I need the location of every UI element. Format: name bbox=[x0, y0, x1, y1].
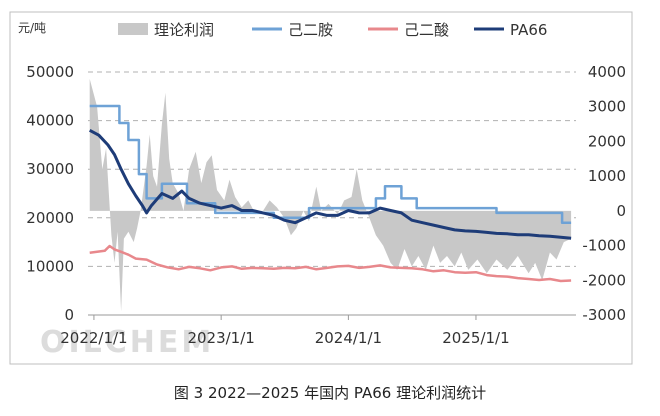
right-axis-tick-label: -2000 bbox=[582, 271, 626, 289]
chart-border bbox=[9, 11, 633, 365]
legend-label: 己二酸 bbox=[404, 21, 449, 39]
series-line-layer bbox=[88, 104, 572, 283]
x-axis-tick-label: 2023/1/1 bbox=[187, 329, 254, 347]
legend-entry: 己二胺 bbox=[252, 21, 333, 39]
legend: 理论利润 己二胺 己二酸 PA66 bbox=[118, 21, 547, 39]
x-axis-tick-label: 2024/1/1 bbox=[315, 329, 382, 347]
x-axis-tick-label: 2022/1/1 bbox=[60, 329, 127, 347]
legend-label: 理论利润 bbox=[154, 21, 214, 39]
left-axis-tick-label: 30000 bbox=[26, 160, 74, 178]
right-axis-tick-label: 4000 bbox=[588, 63, 626, 81]
profit-area-layer bbox=[89, 78, 572, 312]
left-axis-tick-label: 0 bbox=[64, 306, 74, 324]
series-area-profit bbox=[89, 78, 572, 312]
x-axis-tick-label: 2025/1/1 bbox=[442, 329, 509, 347]
right-axis-tick-label: 2000 bbox=[588, 132, 626, 150]
right-axis-tick-label: 3000 bbox=[588, 98, 626, 116]
series-line-2 bbox=[89, 244, 572, 283]
watermark: OILCHEM bbox=[40, 325, 214, 360]
axis-layer: 01000020000300004000050000-3000-2000-100… bbox=[26, 63, 626, 347]
legend-entry: 理论利润 bbox=[118, 21, 214, 39]
legend-entry: 己二酸 bbox=[368, 21, 449, 39]
left-axis-tick-label: 40000 bbox=[26, 112, 74, 130]
right-axis-tick-label: -3000 bbox=[582, 306, 626, 324]
left-axis-tick-label: 20000 bbox=[26, 209, 74, 227]
legend-swatch bbox=[118, 23, 148, 35]
left-axis-unit: 元/吨 bbox=[18, 21, 46, 35]
legend-entry: PA66 bbox=[474, 21, 547, 39]
series-line-3 bbox=[88, 128, 572, 240]
figure-caption: 图 3 2022—2025 年国内 PA66 理论利润统计 bbox=[174, 384, 486, 402]
right-axis-tick-label: 0 bbox=[616, 202, 626, 220]
right-axis-tick-label: 1000 bbox=[588, 167, 626, 185]
left-axis-tick-label: 10000 bbox=[26, 257, 74, 275]
left-axis-tick-label: 50000 bbox=[26, 63, 74, 81]
right-axis-tick-label: -1000 bbox=[582, 237, 626, 255]
legend-label: PA66 bbox=[510, 21, 547, 39]
legend-label: 己二胺 bbox=[288, 21, 333, 39]
